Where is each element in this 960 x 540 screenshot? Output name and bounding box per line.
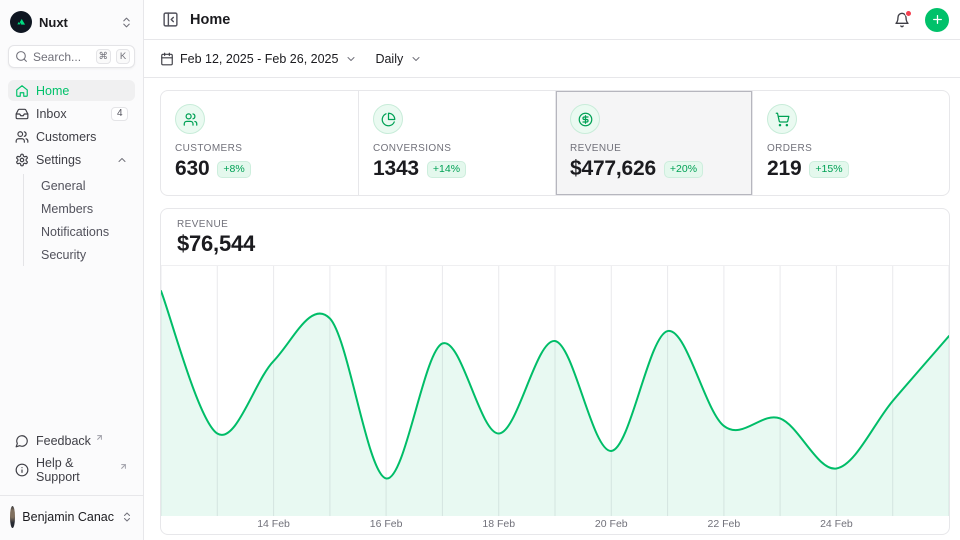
- panel-left-close-icon: [162, 11, 179, 28]
- stats-row: CUSTOMERS 630 +8% CONVERSIONS 1343 +14%: [160, 90, 950, 196]
- arrow-up-right-icon: [119, 462, 128, 471]
- arrow-up-right-icon: [95, 433, 104, 442]
- sidebar: Nuxt Search... ⌘ K Home: [0, 0, 144, 540]
- chevrons-up-down-icon: [121, 511, 133, 523]
- sidebar-item-label: Home: [36, 83, 70, 98]
- chart-title: REVENUE: [177, 219, 229, 230]
- footer-item-label: Feedback: [36, 433, 91, 448]
- sidebar-item-notifications[interactable]: Notifications: [41, 224, 110, 239]
- inbox-icon: [15, 107, 29, 121]
- shopping-cart-icon: [767, 104, 797, 134]
- sidebar-item-label: Inbox: [36, 106, 67, 121]
- chart-header: REVENUE $76,544: [161, 209, 949, 265]
- command-kbd: ⌘: [95, 49, 111, 64]
- chevron-down-icon: [345, 53, 357, 65]
- notification-dot: [905, 9, 912, 17]
- stat-card-customers[interactable]: CUSTOMERS 630 +8%: [161, 91, 358, 195]
- stat-label: REVENUE: [570, 143, 622, 154]
- revenue-chart-card: REVENUE $76,544 14 Feb 16 Feb 18 Feb 20 Feb…: [160, 208, 950, 535]
- sidebar-item-customers[interactable]: Customers: [8, 126, 135, 147]
- stat-value: $477,626: [570, 157, 656, 180]
- chevron-up-icon: [116, 154, 128, 166]
- k-kbd: K: [116, 49, 130, 64]
- date-range-picker[interactable]: Feb 12, 2025 - Feb 26, 2025: [160, 52, 357, 66]
- sidebar-item-label: Settings: [36, 152, 82, 167]
- stat-delta-badge: +8%: [217, 160, 251, 178]
- user-name: Benjamin Canac: [22, 510, 114, 524]
- message-circle-icon: [15, 434, 29, 448]
- revenue-area-chart[interactable]: [161, 265, 949, 516]
- sidebar-divider: [0, 495, 143, 496]
- avatar: [10, 506, 16, 528]
- bell-icon: [894, 12, 910, 28]
- search-icon: [15, 50, 28, 63]
- search-placeholder: Search...: [33, 49, 82, 64]
- gear-icon: [15, 153, 29, 167]
- sidebar-item-general[interactable]: General: [41, 178, 86, 193]
- x-axis: 14 Feb 16 Feb 18 Feb 20 Feb 22 Feb 24 Feb: [161, 516, 949, 534]
- pie-chart-icon: [373, 104, 403, 134]
- plus-icon: [931, 13, 944, 26]
- settings-sub-list: General Members Notifications Security: [23, 174, 135, 266]
- users-icon: [15, 130, 29, 144]
- stat-value: 1343: [373, 157, 419, 180]
- x-axis-label: 22 Feb: [707, 518, 741, 530]
- sidebar-item-label: Customers: [36, 129, 97, 144]
- chevron-down-icon: [410, 53, 422, 65]
- sidebar-nav: Home Inbox 4 Customers Settings: [8, 80, 135, 430]
- page-title: Home: [190, 11, 231, 28]
- stat-card-conversions[interactable]: CONVERSIONS 1343 +14%: [358, 91, 555, 195]
- sidebar-footer: Feedback Help & Support Benjamin Canac: [0, 430, 143, 532]
- x-axis-label: 16 Feb: [369, 518, 403, 530]
- chevrons-up-down-icon: [120, 16, 133, 29]
- area-chart-svg: [161, 266, 949, 516]
- add-button[interactable]: [925, 7, 949, 32]
- feedback-link[interactable]: Feedback: [8, 430, 135, 451]
- filters-toolbar: Feb 12, 2025 - Feb 26, 2025 Daily: [144, 40, 960, 78]
- x-axis-label: 24 Feb: [820, 518, 853, 530]
- sidebar-item-home[interactable]: Home: [8, 80, 135, 101]
- footer-item-label: Help & Support: [36, 455, 80, 484]
- stat-delta-badge: +14%: [426, 160, 467, 178]
- x-axis-label: 14 Feb: [257, 518, 290, 530]
- search-input[interactable]: Search... ⌘ K: [8, 45, 135, 68]
- stat-card-orders[interactable]: ORDERS 219 +15%: [752, 91, 949, 195]
- x-axis-label: 18 Feb: [482, 518, 516, 530]
- chart-total-value: $76,544: [177, 231, 255, 256]
- sidebar-item-members[interactable]: Members: [41, 201, 94, 216]
- nuxt-logo-icon: [10, 11, 32, 33]
- calendar-icon: [160, 52, 174, 66]
- stat-label: ORDERS: [767, 143, 813, 154]
- users-icon: [175, 104, 205, 134]
- x-axis-label: 20 Feb: [594, 518, 628, 530]
- stat-delta-badge: +15%: [809, 160, 849, 178]
- granularity-select[interactable]: Daily: [375, 52, 422, 66]
- main-area: Home Feb 12, 2025 - Feb 26, 2025: [144, 0, 960, 540]
- stat-card-revenue[interactable]: REVENUE $477,626 +20%: [555, 91, 752, 195]
- help-support-link[interactable]: Help & Support: [8, 452, 135, 487]
- top-header: Home: [144, 0, 960, 40]
- workspace-switcher[interactable]: Nuxt: [8, 8, 135, 39]
- stat-value: 630: [175, 157, 210, 180]
- stat-label: CONVERSIONS: [373, 143, 452, 154]
- date-range-value: Feb 12, 2025 - Feb 26, 2025: [180, 51, 339, 66]
- user-menu[interactable]: Benjamin Canac: [8, 504, 135, 532]
- house-icon: [15, 84, 29, 98]
- workspace-name: Nuxt: [39, 14, 68, 30]
- page-content: CUSTOMERS 630 +8% CONVERSIONS 1343 +14%: [144, 78, 960, 535]
- circle-dollar-icon: [570, 104, 600, 134]
- stat-label: CUSTOMERS: [175, 143, 243, 154]
- stat-delta-badge: +20%: [663, 160, 704, 178]
- stat-value: 219: [767, 157, 802, 180]
- sidebar-item-settings[interactable]: Settings: [8, 149, 135, 170]
- inbox-count-badge: 4: [111, 106, 128, 121]
- sidebar-item-inbox[interactable]: Inbox 4: [8, 103, 135, 124]
- sidebar-item-security[interactable]: Security: [41, 247, 87, 262]
- info-icon: [15, 463, 29, 477]
- collapse-sidebar-button[interactable]: [160, 9, 181, 30]
- granularity-value: Daily: [375, 51, 404, 66]
- notifications-button[interactable]: [894, 9, 912, 28]
